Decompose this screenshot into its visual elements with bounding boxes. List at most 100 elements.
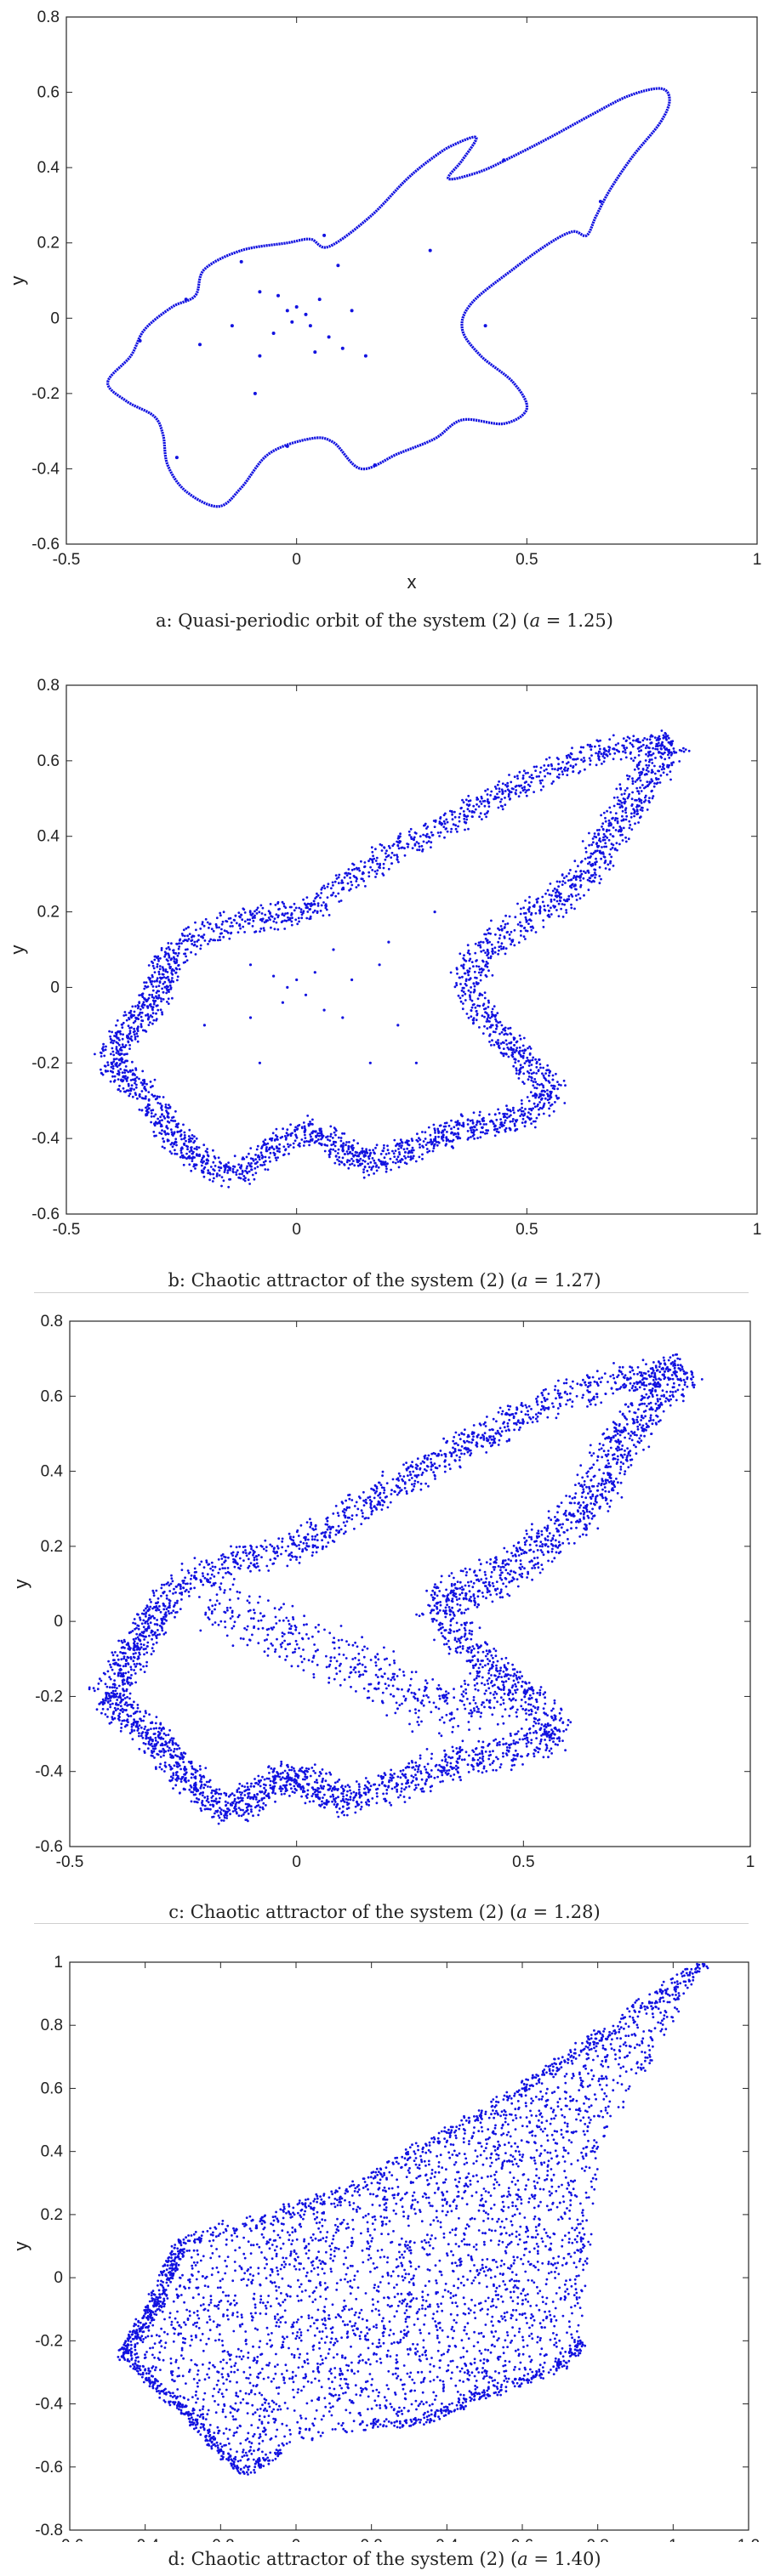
data-point [376, 1503, 379, 1506]
data-point [285, 444, 289, 448]
data-point [504, 1411, 508, 1415]
data-point [481, 797, 483, 800]
data-point [230, 921, 233, 924]
data-point [625, 774, 629, 777]
data-point [420, 844, 424, 848]
data-point [637, 792, 641, 795]
data-point [158, 967, 162, 971]
data-point [502, 1112, 504, 1115]
data-point [304, 1137, 307, 1139]
data-point [153, 1124, 157, 1127]
data-point [502, 1124, 505, 1127]
x-axis-label: x [406, 1874, 415, 1879]
data-point [242, 1157, 246, 1160]
data-point [506, 781, 510, 785]
data-point [528, 785, 532, 787]
data-point [585, 1374, 589, 1377]
data-point [493, 1043, 496, 1047]
data-point [195, 928, 197, 932]
data-point [310, 1135, 312, 1138]
data-point [600, 857, 602, 860]
data-point [649, 741, 652, 745]
data-point [445, 827, 447, 830]
data-point [102, 1046, 105, 1048]
data-point [403, 854, 407, 857]
data-point [104, 1070, 107, 1072]
data-point [162, 1115, 166, 1118]
data-point [426, 1465, 430, 1468]
data-point [249, 1562, 253, 1564]
data-point [382, 874, 385, 877]
data-point [232, 1560, 235, 1563]
data-point [652, 1361, 655, 1364]
data-point [562, 1079, 566, 1082]
data-point [117, 1036, 120, 1040]
data-point [255, 1148, 259, 1151]
data-point [678, 749, 681, 752]
data-point [653, 764, 656, 768]
data-point [537, 1411, 540, 1415]
data-point [396, 840, 398, 843]
data-point [367, 1162, 370, 1166]
data-point [391, 1160, 395, 1164]
data-point [530, 1109, 533, 1112]
data-point [612, 804, 616, 808]
data-point [267, 910, 271, 913]
data-point [465, 818, 469, 821]
data-point [441, 1134, 445, 1138]
data-point [344, 1516, 347, 1519]
data-point [329, 1135, 332, 1138]
data-point [185, 1144, 188, 1148]
data-point [574, 888, 577, 891]
data-point [341, 1132, 344, 1135]
data-point [360, 1509, 363, 1512]
data-point [402, 1148, 406, 1151]
data-point [547, 763, 550, 767]
data-point [459, 1438, 462, 1441]
data-point [304, 1128, 307, 1132]
data-point [337, 1148, 340, 1151]
data-point [337, 1524, 340, 1528]
data-point [200, 1158, 203, 1161]
data-point [276, 902, 279, 905]
data-point [658, 735, 661, 738]
data-point [615, 842, 618, 845]
data-point [222, 935, 225, 939]
data-point [565, 754, 568, 757]
data-point [481, 1118, 484, 1121]
data-point [220, 922, 224, 926]
data-point [499, 1588, 503, 1592]
data-point [311, 1546, 315, 1549]
data-point [239, 1177, 242, 1180]
data-point [158, 981, 162, 984]
data-point [151, 960, 153, 963]
data-point [298, 1547, 301, 1550]
data-point [531, 1578, 533, 1581]
data-point [444, 1455, 447, 1458]
data-point [641, 768, 645, 770]
data-point [542, 1074, 545, 1077]
data-point [681, 1365, 684, 1369]
data-point [476, 1137, 479, 1139]
data-point [639, 779, 642, 782]
data-point [533, 1071, 535, 1075]
data-point [508, 933, 511, 936]
data-point [588, 860, 591, 864]
data-point [612, 757, 615, 761]
data-point [194, 953, 197, 956]
data-point [491, 1007, 494, 1011]
data-point [538, 1106, 542, 1109]
data-point [387, 854, 390, 857]
data-point [254, 1555, 258, 1558]
data-point [180, 942, 183, 945]
data-point [527, 1064, 531, 1067]
data-point [602, 760, 606, 763]
data-point [623, 1382, 626, 1386]
data-point [579, 879, 582, 882]
data-point [522, 935, 526, 938]
data-point [473, 970, 476, 973]
data-point [448, 1467, 452, 1471]
data-point [419, 1482, 423, 1485]
data-point [326, 885, 329, 888]
data-point [488, 1017, 492, 1019]
